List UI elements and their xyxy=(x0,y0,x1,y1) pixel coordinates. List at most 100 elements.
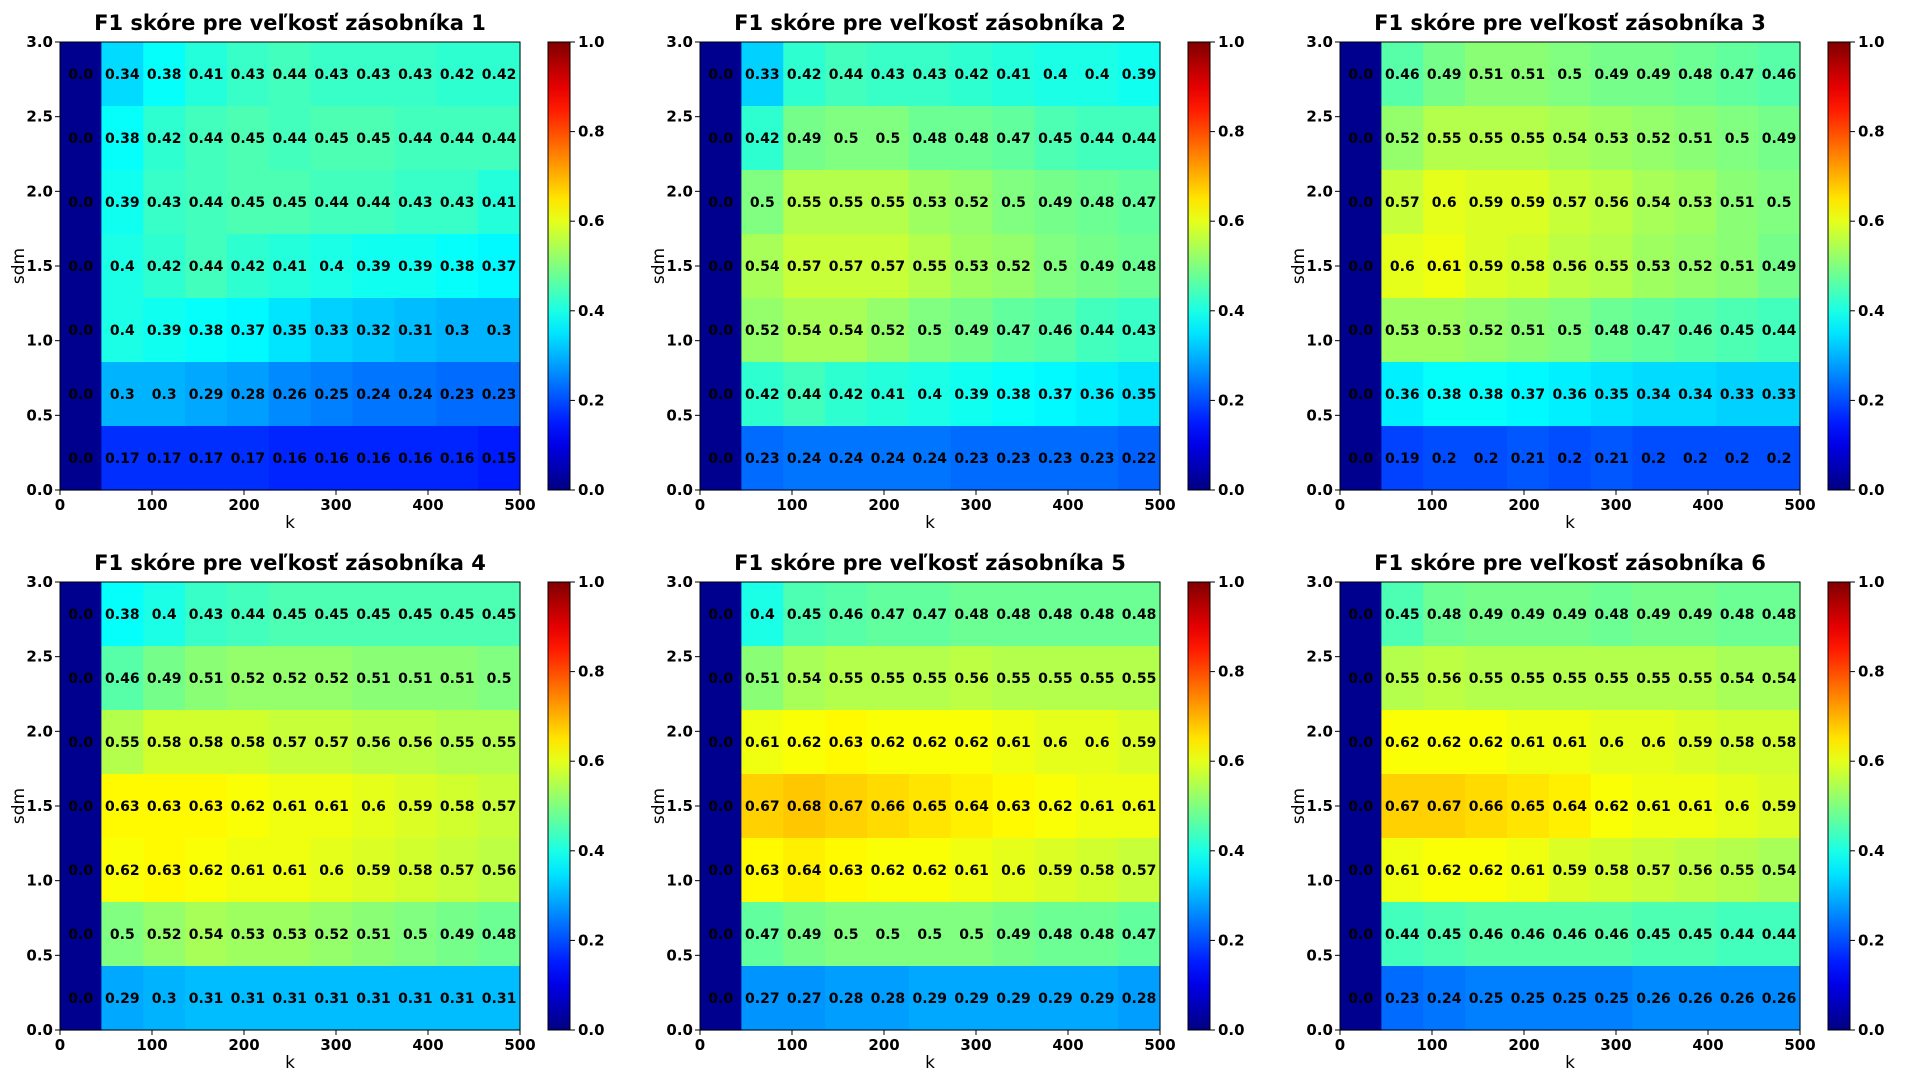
x-tick-label: 500 xyxy=(1784,1036,1815,1054)
cell-value-label: 0.54 xyxy=(189,927,224,943)
colorbar-tick-label: 1.0 xyxy=(578,573,605,591)
heatmap-cell xyxy=(1423,646,1466,711)
x-tick-label: 100 xyxy=(136,496,167,514)
cell-value-label: 0.6 xyxy=(1043,735,1068,751)
heatmap-cell xyxy=(1423,170,1466,235)
cell-value-label: 0.45 xyxy=(398,607,433,623)
heatmap-cell xyxy=(1381,582,1424,647)
cell-value-label: 0.44 xyxy=(314,195,349,211)
y-tick-label: 3.0 xyxy=(666,573,693,591)
heatmap-cell xyxy=(783,774,826,839)
cell-value-label: 0.47 xyxy=(996,323,1031,339)
cell-value-label: 0.62 xyxy=(954,735,989,751)
cell-value-label: 0.43 xyxy=(189,607,224,623)
cell-value-label: 0.0 xyxy=(1348,387,1373,403)
heatmap-cell xyxy=(1674,902,1717,967)
heatmap-cell xyxy=(1340,774,1382,839)
heatmap-cell xyxy=(436,902,479,967)
x-tick-label: 500 xyxy=(1144,496,1175,514)
heatmap-cell xyxy=(226,774,270,839)
cell-value-label: 0.6 xyxy=(1085,735,1110,751)
cell-value-label: 0.52 xyxy=(314,927,349,943)
heatmap-cell xyxy=(1758,170,1801,235)
heatmap-cell xyxy=(908,42,952,107)
heatmap-cell xyxy=(1590,362,1634,427)
heatmap-cell xyxy=(992,582,1036,647)
cell-value-label: 0.17 xyxy=(231,451,266,467)
cell-value-label: 0.59 xyxy=(1552,863,1587,879)
y-tick-label: 3.0 xyxy=(1306,33,1333,51)
heatmap-cell xyxy=(950,966,994,1031)
cell-value-label: 0.6 xyxy=(319,863,344,879)
heatmap-cell xyxy=(1758,902,1801,967)
cell-value-label: 0.44 xyxy=(482,131,517,147)
y-tick-label: 3.0 xyxy=(666,33,693,51)
cell-value-label: 0.52 xyxy=(1636,131,1671,147)
colorbar-tick-label: 0.0 xyxy=(578,1021,605,1039)
heatmap-cell xyxy=(741,234,784,299)
heatmap-cell xyxy=(101,234,144,299)
colorbar xyxy=(547,581,571,1031)
heatmap-cell xyxy=(1716,646,1759,711)
cell-value-label: 0.5 xyxy=(917,323,942,339)
cell-value-label: 0.26 xyxy=(1678,991,1713,1007)
cell-value-label: 0.66 xyxy=(871,799,906,815)
heatmap-cell xyxy=(1076,170,1119,235)
heatmap-cell xyxy=(60,362,102,427)
heatmap-cell xyxy=(866,42,910,107)
y-tick-label: 2.0 xyxy=(666,722,693,740)
heatmap-cell xyxy=(1506,106,1550,171)
heatmap-cell xyxy=(1034,42,1077,107)
cell-value-label: 0.45 xyxy=(1720,323,1755,339)
x-tick-label: 400 xyxy=(412,1036,443,1054)
cell-value-label: 0.24 xyxy=(356,387,391,403)
cell-value-label: 0.44 xyxy=(787,387,822,403)
heatmap-cell xyxy=(992,426,1036,491)
heatmap-panel-6: F1 skóre pre veľkosť zásobníka 6 0.0 0.45 0… xyxy=(1280,540,1920,1080)
cell-value-label: 0.55 xyxy=(1469,671,1504,687)
y-tick-label: 2.0 xyxy=(26,182,53,200)
heatmap-cell xyxy=(825,966,868,1031)
cell-value-label: 0.5 xyxy=(1767,195,1792,211)
y-axis-label: sdm xyxy=(9,788,29,824)
heatmap-cell xyxy=(268,582,312,647)
cell-value-label: 0.39 xyxy=(398,259,433,275)
cell-value-label: 0.33 xyxy=(314,323,349,339)
cell-value-label: 0.63 xyxy=(829,863,864,879)
heatmap-cell xyxy=(700,170,742,235)
heatmap-cell xyxy=(992,774,1036,839)
heatmap-cell xyxy=(185,42,228,107)
heatmap-panel-1: F1 skóre pre veľkosť zásobníka 1 0.0 0.34 0… xyxy=(0,0,640,540)
cell-value-label: 0.42 xyxy=(829,387,864,403)
cell-value-label: 0.62 xyxy=(231,799,266,815)
cell-value-label: 0.55 xyxy=(996,671,1031,687)
cell-value-label: 0.42 xyxy=(745,387,780,403)
cell-value-label: 0.43 xyxy=(871,67,906,83)
heatmap-cell xyxy=(1674,774,1717,839)
cell-value-label: 0.44 xyxy=(189,259,224,275)
x-tick-label: 100 xyxy=(136,1036,167,1054)
heatmap-cell xyxy=(1076,646,1119,711)
cell-value-label: 0.43 xyxy=(356,67,391,83)
heatmap-cell xyxy=(1465,170,1508,235)
heatmap-cell xyxy=(352,966,396,1031)
cell-value-label: 0.0 xyxy=(68,927,93,943)
cell-value-label: 0.33 xyxy=(745,67,780,83)
cell-value-label: 0.45 xyxy=(356,607,391,623)
colorbar-tick-label: 0.4 xyxy=(1858,842,1885,860)
cell-value-label: 0.42 xyxy=(482,67,517,83)
cell-value-label: 0.48 xyxy=(1720,607,1755,623)
cell-value-label: 0.62 xyxy=(912,863,947,879)
heatmap-cell xyxy=(310,106,354,171)
cell-value-label: 0.54 xyxy=(829,323,864,339)
heatmap-cell xyxy=(1716,966,1759,1031)
heatmap-cell xyxy=(1674,106,1717,171)
heatmap-cell xyxy=(268,966,312,1031)
cell-value-label: 0.45 xyxy=(1427,927,1462,943)
cell-value-label: 0.38 xyxy=(1469,387,1504,403)
heatmap-cell xyxy=(700,902,742,967)
cell-value-label: 0.25 xyxy=(1552,991,1587,1007)
cell-value-label: 0.56 xyxy=(356,735,391,751)
heatmap-cell xyxy=(1716,42,1759,107)
heatmap-cell xyxy=(101,838,144,903)
